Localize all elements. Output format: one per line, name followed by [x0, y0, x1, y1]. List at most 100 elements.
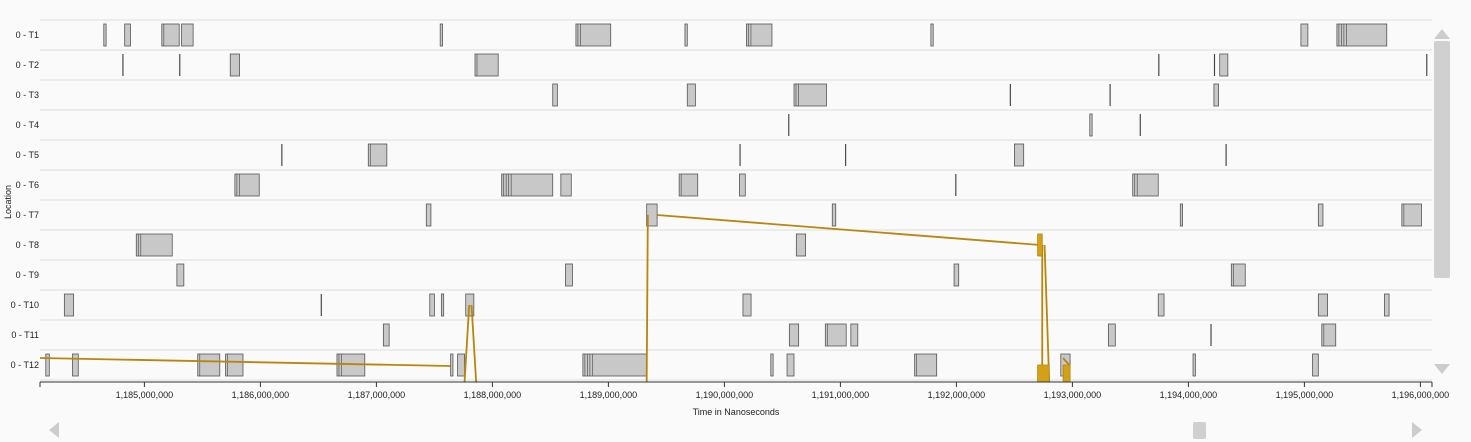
- event-bar[interactable]: [1107, 323, 1116, 347]
- event-bar[interactable]: [103, 23, 107, 47]
- message-box[interactable]: [1037, 233, 1043, 257]
- event-bar[interactable]: [788, 323, 800, 347]
- event-bar[interactable]: [234, 173, 260, 197]
- message-box[interactable]: [1037, 364, 1050, 383]
- event-bar[interactable]: [501, 173, 554, 197]
- message-line[interactable]: [645, 214, 649, 383]
- event-bar[interactable]: [197, 353, 221, 377]
- message-lines[interactable]: [39, 214, 1071, 383]
- event-marker[interactable]: [788, 114, 790, 136]
- event-marker[interactable]: [320, 294, 322, 316]
- event-bar[interactable]: [560, 173, 572, 197]
- message-line[interactable]: [1043, 244, 1051, 383]
- event-bar[interactable]: [746, 23, 773, 47]
- event-bar[interactable]: [1312, 353, 1319, 377]
- event-bar[interactable]: [161, 23, 180, 47]
- event-bar[interactable]: [1317, 293, 1328, 317]
- event-bar[interactable]: [72, 353, 79, 377]
- event-marker[interactable]: [845, 144, 847, 166]
- event-marker[interactable]: [1213, 54, 1216, 76]
- event-bar[interactable]: [367, 143, 388, 167]
- event-bar[interactable]: [552, 83, 558, 107]
- event-bar[interactable]: [1089, 113, 1093, 137]
- event-bar[interactable]: [1336, 23, 1388, 47]
- event-bar[interactable]: [1192, 353, 1196, 377]
- event-bar[interactable]: [181, 23, 194, 47]
- event-bar[interactable]: [831, 203, 837, 227]
- event-bar[interactable]: [793, 83, 827, 107]
- event-marker[interactable]: [739, 144, 741, 166]
- vertical-scrollbar[interactable]: [1434, 29, 1450, 374]
- event-marker[interactable]: [1139, 114, 1141, 136]
- event-bar[interactable]: [429, 293, 435, 317]
- event-bar[interactable]: [124, 23, 131, 47]
- event-marker[interactable]: [1009, 84, 1011, 106]
- event-marker[interactable]: [179, 54, 181, 76]
- event-bar[interactable]: [1014, 143, 1025, 167]
- event-bar[interactable]: [795, 233, 807, 257]
- event-bar[interactable]: [1157, 293, 1165, 317]
- row-label: 0 - T9: [16, 270, 39, 280]
- triangle-up-icon[interactable]: [1434, 29, 1450, 39]
- event-bar[interactable]: [824, 323, 847, 347]
- event-bar[interactable]: [450, 353, 454, 377]
- message-line[interactable]: [39, 357, 451, 367]
- vertical-scrollbar-thumb[interactable]: [1434, 41, 1450, 278]
- event-bar[interactable]: [930, 23, 934, 47]
- event-bar[interactable]: [63, 293, 75, 317]
- event-marker[interactable]: [122, 54, 124, 76]
- event-bar[interactable]: [684, 23, 688, 47]
- event-bar[interactable]: [953, 263, 960, 287]
- event-bar[interactable]: [229, 53, 240, 77]
- event-bar[interactable]: [850, 323, 859, 347]
- message-line[interactable]: [657, 214, 1040, 246]
- triangle-right-icon[interactable]: [1412, 422, 1422, 438]
- event-marker[interactable]: [1426, 54, 1428, 76]
- event-marker[interactable]: [281, 144, 283, 166]
- event-bar[interactable]: [45, 353, 50, 377]
- event-marker[interactable]: [1225, 144, 1227, 166]
- triangle-left-icon[interactable]: [49, 422, 59, 438]
- event-bar[interactable]: [1219, 53, 1229, 77]
- event-bar[interactable]: [1213, 83, 1219, 107]
- event-bar[interactable]: [1300, 23, 1309, 47]
- event-bar[interactable]: [770, 353, 774, 377]
- row-label: 0 - T11: [11, 330, 39, 340]
- event-bar[interactable]: [382, 323, 390, 347]
- event-bar[interactable]: [575, 23, 612, 47]
- event-bar[interactable]: [1132, 173, 1159, 197]
- horizontal-scrollbar[interactable]: [49, 422, 1422, 439]
- event-bar[interactable]: [686, 83, 696, 107]
- event-bar[interactable]: [1384, 293, 1390, 317]
- message-box[interactable]: [1062, 364, 1071, 383]
- event-bar[interactable]: [742, 293, 752, 317]
- event-bar[interactable]: [1179, 203, 1184, 227]
- event-marker[interactable]: [1158, 54, 1160, 76]
- event-bar[interactable]: [1401, 203, 1422, 227]
- event-bar[interactable]: [565, 263, 573, 287]
- event-bar[interactable]: [786, 353, 795, 377]
- event-bar[interactable]: [176, 263, 185, 287]
- event-bar[interactable]: [440, 293, 445, 317]
- event-bar[interactable]: [425, 203, 432, 227]
- triangle-down-icon[interactable]: [1434, 364, 1450, 374]
- horizontal-scrollbar-thumb[interactable]: [1193, 422, 1206, 439]
- message-line[interactable]: [463, 304, 471, 383]
- event-marker[interactable]: [1210, 324, 1212, 346]
- event-bar[interactable]: [1230, 263, 1246, 287]
- event-bar[interactable]: [439, 23, 443, 47]
- event-bar[interactable]: [225, 353, 244, 377]
- message-line[interactable]: [470, 304, 478, 383]
- event-bar[interactable]: [457, 353, 465, 377]
- event-bar[interactable]: [1317, 203, 1324, 227]
- event-bar[interactable]: [465, 293, 475, 317]
- event-marker[interactable]: [955, 174, 957, 196]
- event-bar[interactable]: [739, 173, 746, 197]
- event-bar[interactable]: [474, 53, 499, 77]
- event-bar[interactable]: [135, 233, 173, 257]
- event-bars[interactable]: [45, 23, 1428, 377]
- event-marker[interactable]: [1109, 84, 1111, 106]
- event-bar[interactable]: [914, 353, 938, 377]
- event-bar[interactable]: [678, 173, 699, 197]
- event-bar[interactable]: [1321, 323, 1337, 347]
